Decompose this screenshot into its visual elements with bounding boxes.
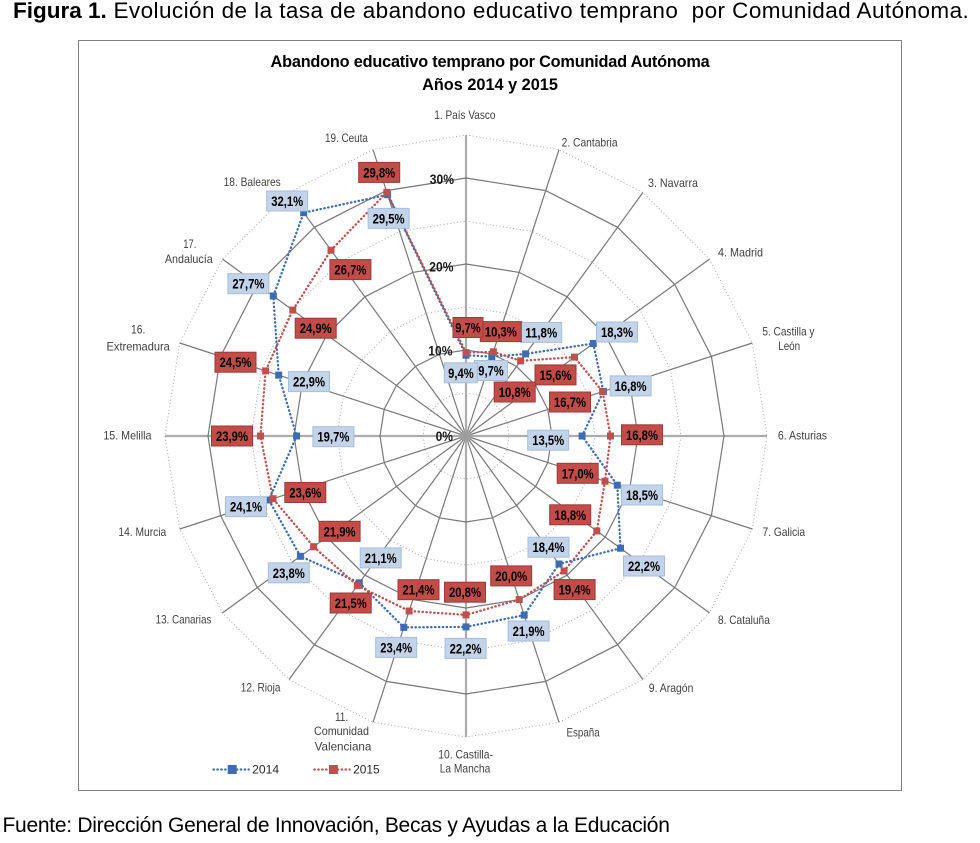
svg-text:11.: 11.: [335, 710, 348, 724]
svg-text:16,7%: 16,7%: [554, 394, 586, 410]
svg-text:10,8%: 10,8%: [499, 384, 531, 400]
svg-text:13. Canarias: 13. Canarias: [156, 613, 212, 627]
svg-text:32,1%: 32,1%: [271, 193, 303, 209]
svg-text:15. Melilla: 15. Melilla: [103, 428, 151, 442]
svg-text:23,4%: 23,4%: [380, 639, 412, 655]
svg-text:20,8%: 20,8%: [449, 584, 481, 600]
svg-text:Abandono educativo temprano po: Abandono educativo temprano por Comunida…: [271, 53, 711, 71]
svg-text:2014: 2014: [252, 762, 279, 776]
svg-text:10,3%: 10,3%: [485, 324, 517, 340]
svg-text:29,5%: 29,5%: [373, 210, 405, 226]
svg-text:27,7%: 27,7%: [232, 276, 264, 292]
svg-text:23,6%: 23,6%: [289, 485, 321, 501]
svg-text:6. Asturias: 6. Asturias: [778, 428, 827, 442]
svg-text:24,1%: 24,1%: [230, 499, 262, 515]
svg-text:14. Murcia: 14. Murcia: [118, 525, 166, 539]
svg-text:13,5%: 13,5%: [532, 432, 564, 448]
svg-text:12. Rioja: 12. Rioja: [241, 680, 281, 694]
svg-text:30%: 30%: [430, 172, 454, 187]
svg-text:18,3%: 18,3%: [601, 324, 633, 340]
svg-text:2015: 2015: [353, 762, 380, 776]
svg-text:La Mancha: La Mancha: [440, 762, 491, 776]
svg-text:Valenciana: Valenciana: [315, 739, 372, 753]
svg-text:26,7%: 26,7%: [334, 262, 366, 278]
svg-text:España: España: [567, 725, 601, 739]
svg-text:24,9%: 24,9%: [300, 320, 332, 336]
svg-text:20,0%: 20,0%: [495, 568, 527, 584]
svg-text:16.: 16.: [131, 323, 145, 337]
svg-text:9,7%: 9,7%: [455, 320, 481, 336]
svg-text:23,8%: 23,8%: [273, 565, 305, 581]
svg-text:22,2%: 22,2%: [450, 640, 482, 656]
svg-text:21,5%: 21,5%: [335, 595, 367, 611]
svg-text:10. Castilla-: 10. Castilla-: [438, 748, 493, 762]
svg-text:23,9%: 23,9%: [216, 428, 248, 444]
svg-text:Comunidad: Comunidad: [314, 724, 369, 738]
svg-text:19,4%: 19,4%: [559, 582, 591, 598]
svg-text:5. Castilla y: 5. Castilla y: [762, 325, 814, 339]
svg-text:0%: 0%: [436, 429, 453, 444]
svg-text:2. Cantabria: 2. Cantabria: [562, 136, 618, 150]
svg-text:3. Navarra: 3. Navarra: [648, 176, 698, 190]
svg-text:18. Baleares: 18. Baleares: [224, 175, 281, 189]
svg-text:4. Madrid: 4. Madrid: [718, 246, 763, 260]
svg-text:24,5%: 24,5%: [220, 354, 252, 370]
svg-text:Años 2014 y 2015: Años 2014 y 2015: [422, 76, 558, 94]
svg-text:9,4%: 9,4%: [448, 365, 474, 381]
svg-text:18,5%: 18,5%: [626, 487, 658, 503]
svg-text:10%: 10%: [428, 344, 452, 359]
svg-text:Extremadura: Extremadura: [107, 340, 171, 354]
svg-text:16,8%: 16,8%: [626, 427, 658, 443]
svg-text:21,9%: 21,9%: [324, 523, 356, 539]
svg-text:18,4%: 18,4%: [533, 539, 565, 555]
svg-text:29,8%: 29,8%: [363, 164, 395, 180]
svg-text:9. Aragón: 9. Aragón: [649, 681, 694, 695]
svg-text:16,8%: 16,8%: [615, 378, 647, 394]
svg-text:19,7%: 19,7%: [317, 429, 349, 445]
svg-text:17.: 17.: [183, 237, 196, 251]
svg-text:17,0%: 17,0%: [562, 465, 594, 481]
svg-text:21,4%: 21,4%: [403, 582, 435, 598]
svg-text:22,2%: 22,2%: [628, 558, 660, 574]
svg-text:21,1%: 21,1%: [365, 550, 397, 566]
svg-text:9,7%: 9,7%: [478, 363, 504, 379]
svg-text:1. País Vasco: 1. País Vasco: [434, 108, 496, 122]
svg-text:11,8%: 11,8%: [525, 324, 557, 340]
svg-text:15,6%: 15,6%: [540, 367, 572, 383]
svg-text:22,9%: 22,9%: [293, 374, 325, 390]
svg-text:8. Cataluña: 8. Cataluña: [718, 613, 770, 627]
svg-text:18,8%: 18,8%: [554, 507, 586, 523]
svg-text:20%: 20%: [429, 259, 453, 274]
svg-text:Andalucía: Andalucía: [165, 252, 213, 266]
svg-text:León: León: [778, 339, 800, 353]
svg-text:7. Galicia: 7. Galicia: [762, 525, 805, 539]
svg-text:21,9%: 21,9%: [513, 623, 545, 639]
svg-text:19. Ceuta: 19. Ceuta: [325, 131, 368, 145]
